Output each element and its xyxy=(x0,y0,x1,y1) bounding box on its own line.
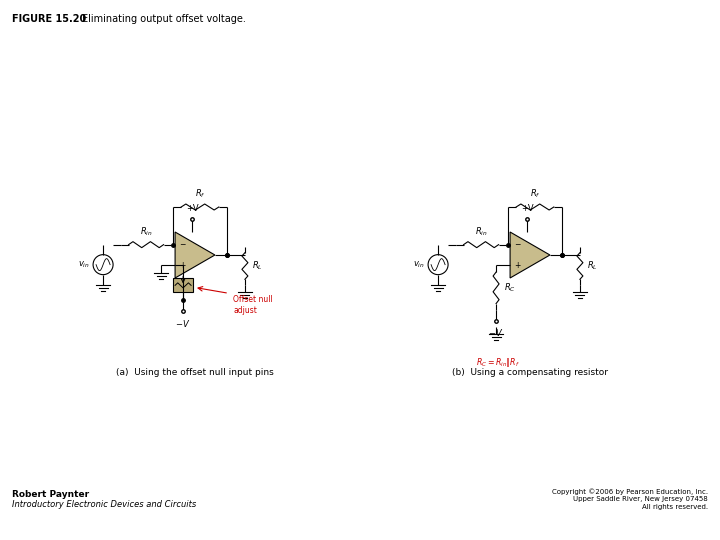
Text: $R_C = R_{in} \| R_f$: $R_C = R_{in} \| R_f$ xyxy=(476,356,520,369)
Text: $R_f$: $R_f$ xyxy=(530,187,540,200)
Text: $R_C$: $R_C$ xyxy=(504,281,516,294)
Polygon shape xyxy=(175,232,215,278)
Text: $v_{in}$: $v_{in}$ xyxy=(78,259,90,270)
Text: +V: +V xyxy=(186,204,198,213)
Text: $-V$: $-V$ xyxy=(176,319,191,329)
Polygon shape xyxy=(510,232,550,278)
Text: $R_L$: $R_L$ xyxy=(252,260,263,272)
Text: +: + xyxy=(514,261,521,270)
Text: Introductory Electronic Devices and Circuits: Introductory Electronic Devices and Circ… xyxy=(12,500,197,509)
Text: All rights reserved.: All rights reserved. xyxy=(642,504,708,510)
Text: (a)  Using the offset null input pins: (a) Using the offset null input pins xyxy=(116,368,274,377)
Text: $R_{in}$: $R_{in}$ xyxy=(474,225,487,238)
Text: $R_L$: $R_L$ xyxy=(587,260,598,272)
Text: Robert Paynter: Robert Paynter xyxy=(12,490,89,499)
Text: Copyright ©2006 by Pearson Education, Inc.: Copyright ©2006 by Pearson Education, In… xyxy=(552,488,708,495)
Text: (b)  Using a compensating resistor: (b) Using a compensating resistor xyxy=(452,368,608,377)
Text: $-V$: $-V$ xyxy=(488,327,504,339)
Text: Upper Saddle River, New Jersey 07458: Upper Saddle River, New Jersey 07458 xyxy=(573,496,708,502)
Text: FIGURE 15.20: FIGURE 15.20 xyxy=(12,14,86,24)
Text: +: + xyxy=(179,261,185,270)
Bar xyxy=(173,278,193,292)
Text: $R_{in}$: $R_{in}$ xyxy=(140,225,153,238)
Text: Eliminating output offset voltage.: Eliminating output offset voltage. xyxy=(82,14,246,24)
Text: $R_f$: $R_f$ xyxy=(194,187,205,200)
Text: Offset null
adjust: Offset null adjust xyxy=(233,295,273,315)
Text: −: − xyxy=(179,240,185,249)
Text: +V: +V xyxy=(521,204,534,213)
Text: $v_{in}$: $v_{in}$ xyxy=(413,259,425,270)
Text: −: − xyxy=(514,240,521,249)
